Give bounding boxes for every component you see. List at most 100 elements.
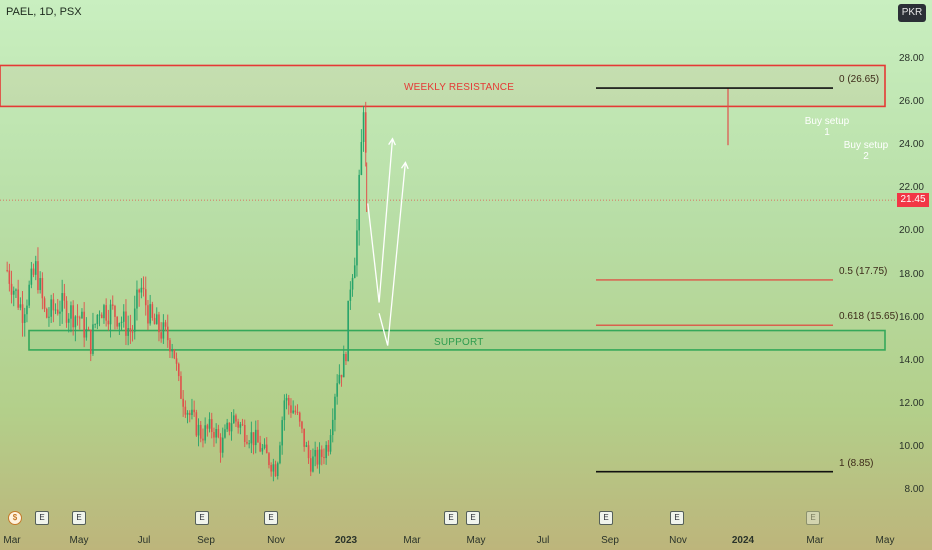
candle-body: [312, 456, 314, 472]
candle-body: [63, 293, 66, 301]
candle-body: [290, 405, 292, 413]
candle-body: [109, 304, 112, 325]
candle-body: [292, 410, 294, 413]
support-zone: [28, 329, 886, 351]
candle-body: [164, 322, 167, 327]
candle-body: [92, 324, 94, 354]
x-tick-label: 2024: [731, 535, 755, 546]
x-tick-label: May: [69, 535, 89, 546]
candle-body: [265, 444, 268, 454]
candle-body: [364, 112, 367, 153]
x-tick-label: May: [466, 535, 486, 546]
buy-setup-1-label: Buy setup 1: [801, 116, 853, 138]
candle-body: [232, 415, 235, 424]
candle-body: [272, 464, 275, 472]
candle-body: [85, 328, 88, 338]
candle-body: [362, 112, 365, 142]
y-tick-label: 12.00: [898, 397, 924, 409]
buy-setup-2-label: Buy setup 2: [840, 140, 892, 162]
candle-body: [142, 287, 145, 290]
candle-body: [23, 314, 26, 323]
x-tick-label: Mar: [806, 535, 824, 546]
buy-setup-1-title: Buy setup: [804, 116, 850, 127]
candle-body: [351, 277, 354, 290]
candle-body: [316, 450, 319, 465]
x-tick-label: Mar: [3, 535, 21, 546]
candle-body: [94, 324, 96, 325]
candle-body: [37, 261, 39, 291]
buy-setup-1-arrow: [367, 138, 394, 303]
candle-body: [276, 463, 279, 477]
buy-setup-2-arrowhead: [400, 161, 409, 170]
buy-setup-2-number: 2: [863, 151, 869, 162]
y-tick-label: 16.00: [898, 311, 924, 323]
earnings-event-icon[interactable]: E: [670, 511, 684, 525]
candle-body: [54, 309, 57, 311]
candle-body: [160, 332, 162, 339]
candle-body: [199, 424, 202, 439]
candle-body: [327, 444, 330, 452]
candle-body: [39, 278, 41, 291]
candle-body: [303, 428, 305, 447]
candle-body: [133, 308, 136, 332]
candle-body: [219, 437, 222, 453]
candle-body: [43, 298, 46, 309]
fib-label-0: 0 (26.65): [839, 74, 880, 85]
candle-body: [59, 311, 61, 314]
candle-body: [177, 363, 180, 377]
candle-body: [127, 328, 129, 336]
candle-body: [338, 374, 341, 384]
x-tick-label: Jul: [137, 535, 151, 546]
candle-body: [314, 450, 316, 457]
candle-body: [358, 174, 360, 231]
candle-body: [257, 429, 259, 443]
x-tick-label: 2023: [334, 535, 358, 546]
candle-body: [45, 308, 48, 318]
candle-body: [28, 284, 30, 306]
y-tick-label: 18.00: [898, 268, 924, 280]
candle-body: [347, 300, 349, 362]
candle-body: [103, 305, 105, 319]
candle-body: [296, 412, 299, 413]
earnings-event-icon[interactable]: E: [264, 511, 278, 525]
fib-label-0-5: 0.5 (17.75): [839, 266, 888, 277]
candle-body: [241, 424, 244, 426]
candle-body: [52, 299, 55, 311]
candle-body: [345, 353, 347, 362]
candle-body: [235, 415, 237, 422]
candle-body: [34, 261, 37, 275]
candle-body: [111, 304, 114, 306]
candle-body: [140, 287, 143, 293]
candle-body: [204, 425, 206, 441]
candle-body: [61, 293, 63, 312]
earnings-event-icon[interactable]: E: [444, 511, 458, 525]
y-tick-label: 14.00: [898, 354, 924, 366]
candle-body: [243, 425, 246, 442]
candle-body: [155, 314, 158, 325]
currency-badge[interactable]: PKR: [898, 4, 926, 22]
earnings-event-icon[interactable]: E: [72, 511, 86, 525]
candle-body: [334, 396, 336, 420]
candle-body: [67, 318, 70, 323]
candle-body: [118, 322, 121, 327]
candle-body: [305, 445, 308, 447]
candle-body: [87, 328, 90, 330]
candle-body: [298, 412, 301, 422]
candle-body: [72, 305, 74, 328]
candle-body: [254, 429, 257, 446]
earnings-event-icon[interactable]: E: [35, 511, 49, 525]
earnings-event-icon[interactable]: E: [466, 511, 480, 525]
earnings-event-icon[interactable]: E: [806, 511, 820, 525]
x-tick-label: Nov: [669, 535, 687, 546]
candle-body: [360, 141, 363, 175]
candle-body: [169, 340, 171, 352]
dividend-event-icon[interactable]: $: [8, 511, 22, 525]
fib-label-0-618: 0.618 (15.65): [839, 311, 899, 322]
candle-body: [171, 349, 173, 352]
earnings-event-icon[interactable]: E: [599, 511, 613, 525]
earnings-event-icon[interactable]: E: [195, 511, 209, 525]
candle-body: [270, 465, 272, 472]
candle-body: [41, 278, 44, 299]
